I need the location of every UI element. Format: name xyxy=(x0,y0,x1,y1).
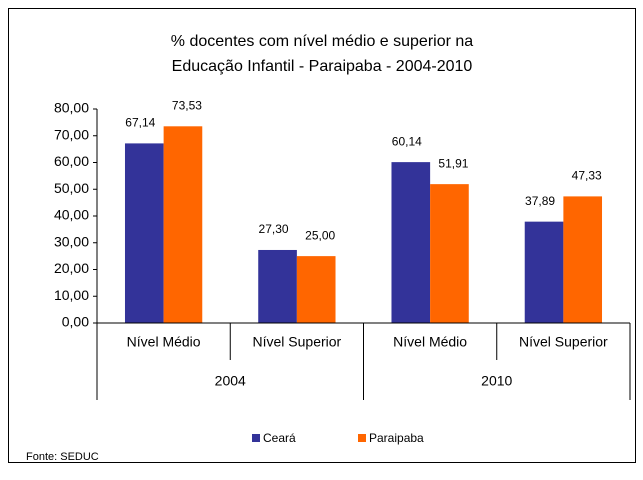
chart-title: % docentes com nível médio e superior na xyxy=(171,33,473,50)
y-tick-label: 80,00 xyxy=(54,100,89,116)
y-tick-label: 0,00 xyxy=(62,314,89,330)
y-tick-label: 10,00 xyxy=(54,287,89,303)
bar xyxy=(296,256,336,323)
x-tick-label: Nível Superior xyxy=(253,334,342,350)
value-label: 25,00 xyxy=(305,228,335,242)
legend-label: Ceará xyxy=(263,431,296,445)
value-label: 27,30 xyxy=(259,222,289,236)
y-tick-label: 40,00 xyxy=(54,207,89,223)
value-label: 73,53 xyxy=(172,98,202,112)
legend-swatch xyxy=(358,434,366,442)
value-label: 67,14 xyxy=(125,116,155,130)
bar xyxy=(124,143,164,323)
y-tick-label: 50,00 xyxy=(54,180,89,196)
y-tick-label: 20,00 xyxy=(54,260,89,276)
value-label: 37,89 xyxy=(525,194,555,208)
bar xyxy=(524,221,564,323)
group-label: 2004 xyxy=(215,373,246,389)
bar xyxy=(430,184,469,323)
group-label: 2010 xyxy=(481,373,512,389)
x-tick-label: Nível Médio xyxy=(127,334,201,350)
x-tick-label: Nível Superior xyxy=(519,334,608,350)
chart-title: Educação Infantil - Paraipaba - 2004-201… xyxy=(172,58,473,75)
source-note: Fonte: SEDUC xyxy=(26,451,99,463)
y-tick-label: 70,00 xyxy=(54,126,89,142)
bar xyxy=(391,162,431,323)
value-label: 60,14 xyxy=(392,134,422,148)
value-label: 51,91 xyxy=(438,156,468,170)
bar xyxy=(163,126,203,323)
legend-swatch xyxy=(252,434,260,442)
bar xyxy=(258,249,297,323)
y-tick-label: 60,00 xyxy=(54,153,89,169)
legend-label: Paraipaba xyxy=(369,431,424,445)
y-tick-label: 30,00 xyxy=(54,233,89,249)
value-label: 47,33 xyxy=(572,169,602,183)
bar xyxy=(563,196,603,323)
x-tick-label: Nível Médio xyxy=(393,334,467,350)
